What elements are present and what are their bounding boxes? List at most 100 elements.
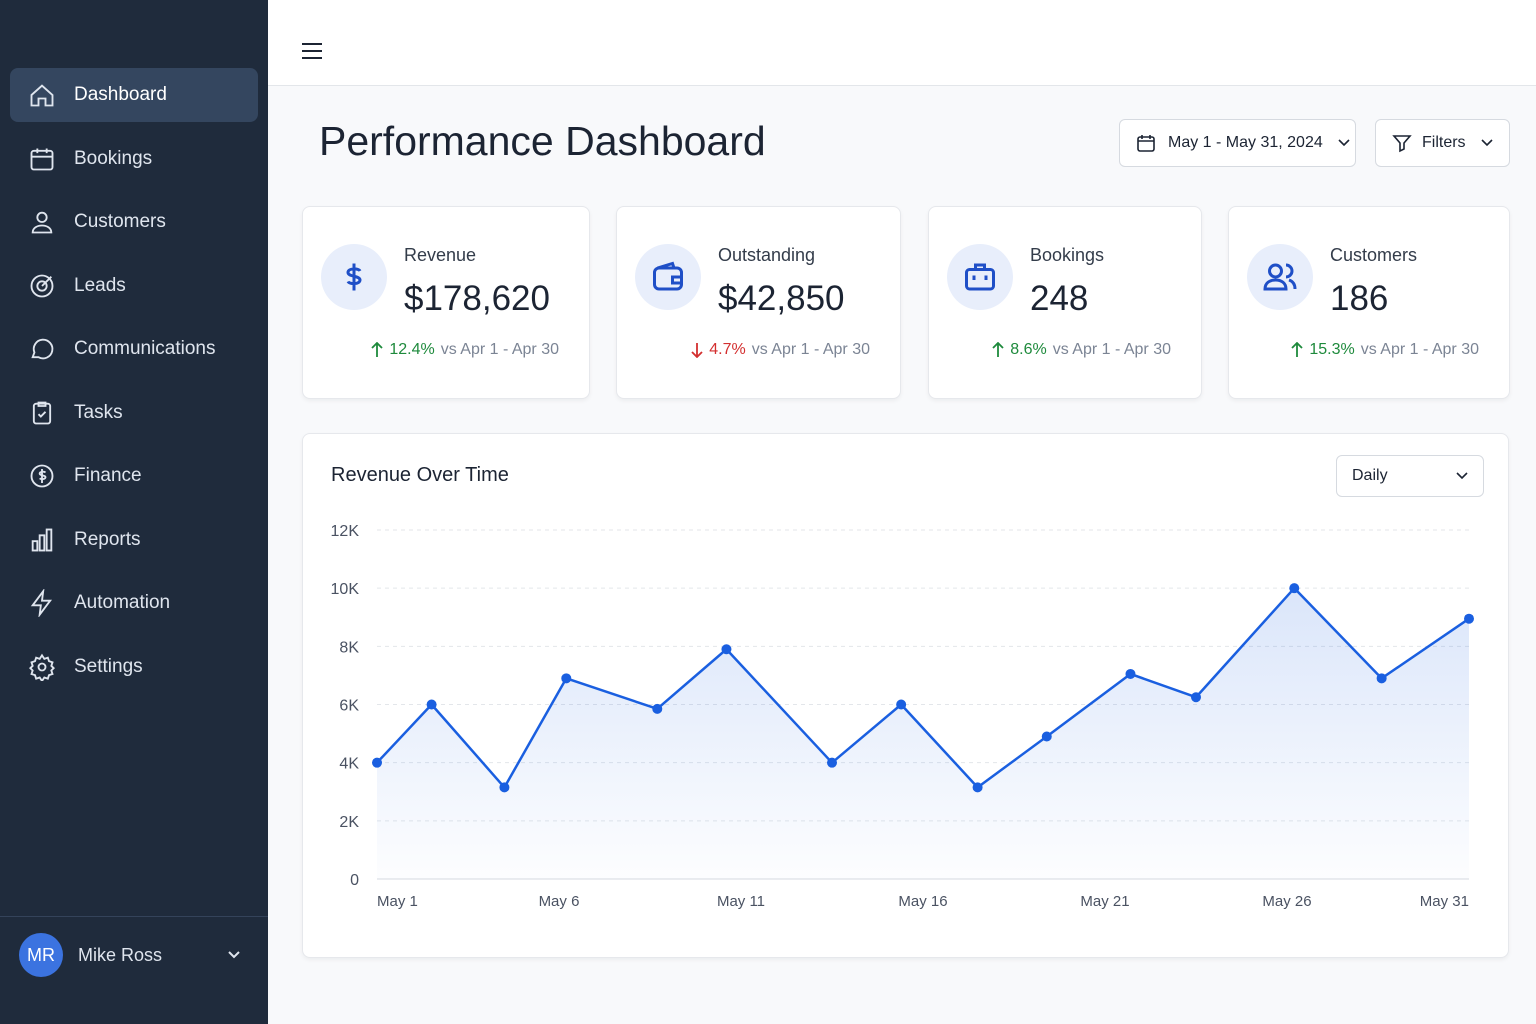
- nav-item[interactable]: Settings: [10, 640, 258, 694]
- interval-select[interactable]: Daily: [1336, 455, 1484, 497]
- trend-arrow: [691, 343, 703, 358]
- icon: [653, 261, 683, 291]
- stat-card: Customers 186 15.3% vs Apr 1 - Apr 30: [1228, 206, 1510, 399]
- nav-label: Leads: [74, 274, 126, 296]
- x-tick-label: May 1: [377, 893, 418, 910]
- card-value: 248: [1030, 279, 1089, 318]
- card-icon: [947, 244, 1013, 310]
- y-tick-label: 4K: [339, 756, 359, 773]
- nav-label: Reports: [74, 528, 141, 550]
- nav-item[interactable]: Bookings: [10, 132, 258, 186]
- stat-card: Revenue $178,620 12.4% vs Apr 1 - Apr 30: [302, 206, 590, 399]
- chart-card: Revenue Over Time Daily 0 2K 4K 6K 8K 10K 12K M…: [302, 433, 1509, 958]
- date-range-button[interactable]: May 1 - May 31, 2024: [1119, 119, 1356, 167]
- nav-item[interactable]: Automation: [10, 576, 258, 630]
- nav-item[interactable]: Finance: [10, 449, 258, 503]
- card-value: $178,620: [404, 279, 550, 318]
- nav-item[interactable]: Leads: [10, 259, 258, 313]
- nav-item[interactable]: Reports: [10, 513, 258, 567]
- point: [372, 757, 382, 768]
- point: [1191, 692, 1201, 703]
- x-tick-label: May 16: [898, 893, 947, 910]
- point: [1464, 613, 1474, 624]
- y-tick-label: 10K: [331, 581, 360, 598]
- x-tick-label: May 11: [717, 893, 765, 910]
- x-tick-label: May 26: [1262, 893, 1311, 910]
- chevron: [1456, 472, 1468, 480]
- y-tick-label: 12K: [331, 523, 360, 540]
- card-icon: [1247, 244, 1313, 310]
- card-label: Outstanding: [718, 245, 816, 265]
- point: [827, 757, 837, 768]
- chart: 0 2K 4K 6K 8K 10K 12K May 1 May 6 May 11 May 16 May…: [331, 523, 1474, 910]
- icon: [1263, 263, 1297, 291]
- menu-button[interactable]: [301, 42, 323, 60]
- stat-card: Outstanding $42,850 4.7% vs Apr 1 - Apr 30: [616, 206, 901, 399]
- avatar[interactable]: MR: [19, 933, 63, 977]
- nav-item[interactable]: Customers: [10, 195, 258, 249]
- y-tick-label: 2K: [339, 814, 359, 831]
- page-title: Performance Dashboard: [319, 118, 766, 164]
- point: [1041, 731, 1052, 742]
- change-value: 8.6%: [1010, 341, 1047, 358]
- change-value: 15.3%: [1309, 341, 1355, 358]
- filter-icon: [1392, 135, 1412, 153]
- nav-item[interactable]: Communications: [10, 322, 258, 376]
- compare-label: vs Apr 1 - Apr 30: [440, 341, 559, 358]
- interval: Daily: [1352, 467, 1388, 484]
- divider: [0, 916, 268, 917]
- nav-label: Automation: [74, 592, 171, 613]
- y-tick-label: 8K: [339, 639, 359, 656]
- point: [561, 673, 572, 684]
- nav-icon: [32, 401, 52, 424]
- icon: [965, 263, 995, 291]
- card-change: 15.3% vs Apr 1 - Apr 30: [1291, 341, 1479, 359]
- nav-icon: [29, 653, 55, 681]
- area: [377, 588, 1469, 879]
- user-name: Mike Ross: [78, 945, 163, 965]
- nav-icon: [31, 338, 54, 360]
- nav-icon: [30, 464, 54, 488]
- filters-button[interactable]: Filters: [1375, 119, 1510, 167]
- card-change: 8.6% vs Apr 1 - Apr 30: [992, 341, 1171, 359]
- y-tick-label: 6K: [339, 698, 359, 715]
- x-tick-label: May 21: [1080, 893, 1129, 910]
- x-tick-label: May 31: [1420, 893, 1469, 910]
- calendar-icon: [1137, 135, 1155, 152]
- card-label: Bookings: [1030, 245, 1105, 265]
- chevron[interactable]: [226, 947, 242, 963]
- card-change: 4.7% vs Apr 1 - Apr 30: [691, 341, 870, 359]
- change-value: 12.4%: [389, 341, 435, 358]
- nav-item[interactable]: Dashboard: [10, 68, 258, 122]
- nav-icon: [30, 148, 54, 170]
- nav-icon: [31, 211, 53, 234]
- trend-arrow: [371, 342, 383, 357]
- card-label: Revenue: [404, 245, 477, 265]
- card-change: 12.4% vs Apr 1 - Apr 30: [371, 341, 559, 359]
- nav-icon: [31, 528, 53, 551]
- y-tick-label: 0: [350, 872, 359, 889]
- point: [426, 699, 437, 710]
- nav-label: Communications: [74, 338, 216, 359]
- nav-label: Bookings: [74, 147, 153, 169]
- nav-item[interactable]: Tasks: [10, 386, 258, 440]
- chevron: [1480, 139, 1493, 147]
- nav-label: Customers: [74, 211, 166, 232]
- stat-card: Bookings 248 8.6% vs Apr 1 - Apr 30: [928, 206, 1202, 399]
- sidebar: Dashboard Bookings Customers Leads Communica…: [0, 0, 268, 1024]
- trend-arrow: [1291, 342, 1303, 357]
- compare-label: vs Apr 1 - Apr 30: [1360, 341, 1479, 358]
- point: [652, 703, 663, 714]
- compare-label: vs Apr 1 - Apr 30: [751, 341, 870, 358]
- icon: [346, 263, 362, 291]
- change-value: 4.7%: [709, 341, 746, 358]
- card-icon: [635, 244, 701, 310]
- point: [1289, 583, 1300, 594]
- nav-label: Dashboard: [74, 84, 167, 105]
- point: [721, 644, 732, 655]
- nav-label: Finance: [74, 465, 142, 486]
- chevron: [1338, 139, 1350, 147]
- card-icon: [321, 244, 387, 310]
- date-range: May 1 - May 31, 2024: [1168, 134, 1323, 151]
